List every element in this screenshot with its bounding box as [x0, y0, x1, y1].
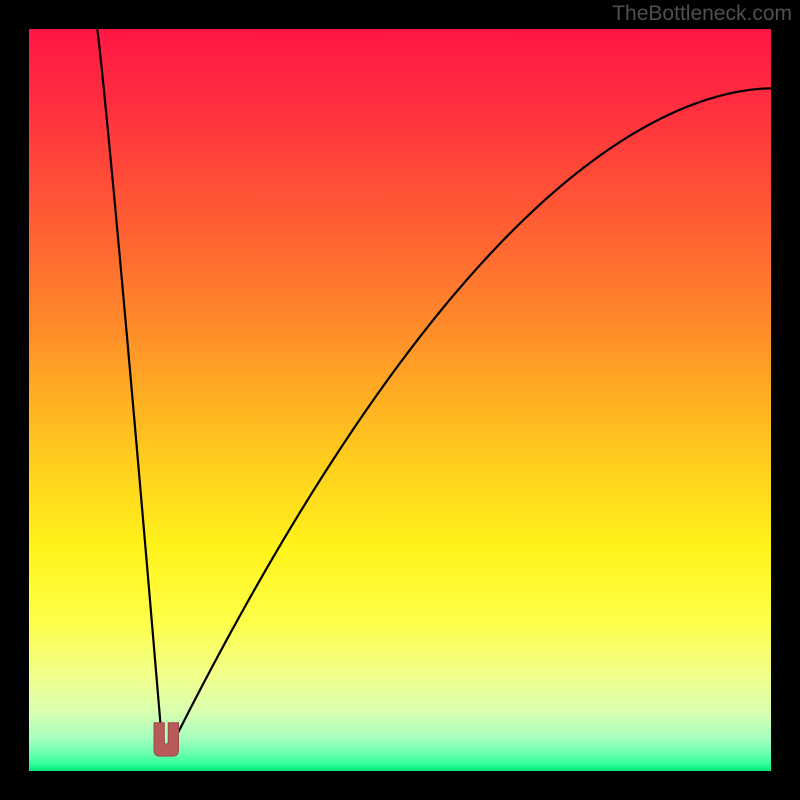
chart-svg-holder — [0, 0, 800, 800]
plot-area — [29, 29, 771, 771]
watermark-text: TheBottleneck.com — [612, 2, 792, 26]
chart-frame: TheBottleneck.com — [0, 0, 800, 800]
chart-svg — [0, 0, 800, 800]
